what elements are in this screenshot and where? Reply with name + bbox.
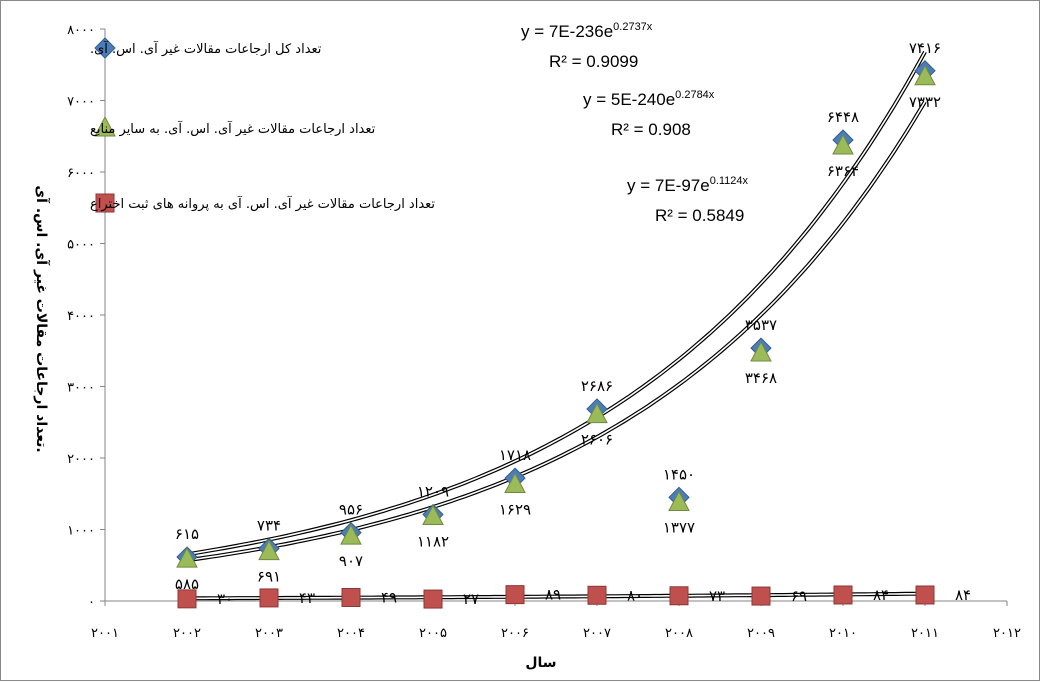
series-2-point	[176, 547, 198, 568]
y-tick-label: ۱۰۰۰	[67, 524, 95, 539]
trendlines	[186, 50, 927, 601]
series-3-data-label: ۴۳	[299, 589, 315, 607]
x-tick-label: ۲۰۰۷	[583, 626, 611, 641]
trendline-3-r2: R² = 0.5849	[655, 206, 744, 225]
data-labels: ۶۱۵ ۷۳۴ ۹۵۶ ۱۲۰۹ ۱۷۱۸ ۲۶۸۶ ۱۴۵۰ ۳۵۳۷ ۶۴۴۸ ۷۴۱۶ ۵۸۵…	[175, 39, 971, 608]
trendline-2-inner	[186, 101, 926, 561]
series-2-point	[914, 64, 936, 86]
series-3-data-label: ۸۴	[955, 586, 971, 604]
series-1-data-label: ۶۴۴۸	[827, 108, 859, 126]
series-2-data-label: ۹۰۷	[339, 552, 363, 570]
series-1-data-label: ۱۲۰۹	[417, 483, 449, 501]
series-2-data-label: ۶۳۶۴	[827, 162, 859, 180]
series-1-data-label: ۳۵۳۷	[745, 316, 777, 334]
series-1-data-label: ۱۷۱۸	[499, 446, 531, 464]
series-3-data-label: ۸۹	[545, 586, 561, 604]
series-3-point	[423, 589, 443, 609]
x-tick-label: ۲۰۰۶	[501, 626, 529, 641]
series-3-point	[833, 585, 853, 605]
series-1-data-label: ۶۱۵	[175, 525, 199, 543]
series-3-data-label: ۷۳	[709, 587, 725, 605]
y-tick-label: ۰	[88, 595, 95, 610]
series-2-data-label: ۶۹۱	[257, 568, 281, 586]
x-tick-label: ۲۰۰۴	[337, 626, 365, 641]
series-3-point	[259, 588, 279, 608]
series-2-data-label: ۵۸۵	[175, 575, 199, 593]
legend: تعداد کل ارجاعات مقالات غیر آی. اس. آی. ت…	[90, 37, 435, 213]
legend-label-2: تعداد ارجاعات مقالات غیر آی. اس. آی. به …	[90, 120, 376, 137]
series-3-point	[177, 589, 197, 609]
x-tick-label: ۲۰۰۳	[255, 626, 283, 641]
series-3-data-label: ۸۴	[873, 586, 889, 604]
x-axis-title: سال	[525, 655, 556, 671]
x-tick-label: ۲۰۰۹	[747, 626, 775, 641]
y-tick-label: ۲۰۰۰	[67, 452, 95, 467]
legend-marker-1	[94, 37, 116, 59]
series-3-point	[341, 587, 361, 607]
series-2-point	[504, 472, 526, 494]
series-2-data-label: ۷۳۳۲	[909, 93, 941, 111]
series-2-data-label: ۱۳۷۷	[663, 519, 695, 537]
legend-label-3: تعداد ارجاعات مقالات غیر آی. اس. آی به پ…	[90, 195, 435, 212]
series-2-data-label: ۱۶۲۹	[499, 501, 531, 519]
y-tick-label: ۸۰۰۰	[67, 23, 95, 38]
series-3-point	[669, 586, 689, 606]
x-tick-label: ۲۰۱۰	[829, 626, 857, 641]
series-2-data-label: ۳۴۶۸	[745, 369, 777, 387]
series-1-data-label: ۷۴۱۶	[909, 39, 941, 57]
x-tick-label: ۲۰۰۱	[91, 626, 119, 641]
y-tick-label: ۵۰۰۰	[67, 238, 95, 253]
trend-equations: y = 7E-236e0.2737x R² = 0.9099 y = 5E-240e…	[521, 21, 749, 225]
series-1-data-label: ۲۶۸۶	[581, 377, 613, 395]
series-2-point	[586, 402, 608, 424]
series-1-data-label: ۱۴۵۰	[663, 465, 695, 483]
axes: ۰ ۱۰۰۰ ۲۰۰۰ ۳۰۰۰ ۴۰۰۰ ۵۰۰۰ ۶۰۰۰ ۷۰۰۰ ۸۰۰۰ ۲۰۰۱ ۲۰۰…	[67, 23, 1021, 641]
x-tick-label: ۲۰۰۲	[173, 626, 201, 641]
series-3-data-label: ۶۹	[791, 587, 807, 605]
trendline-1-equation: y = 7E-236e0.2737x	[521, 21, 653, 41]
y-tick-label: ۳۰۰۰	[67, 381, 95, 396]
series-3-point	[751, 586, 771, 606]
series-3-data-label: ۲۷	[463, 590, 479, 608]
series-3-data-label: ۳۰	[217, 590, 233, 608]
legend-marker-3	[95, 193, 115, 213]
series-1-data-label: ۷۳۴	[257, 517, 281, 535]
series-2-point	[340, 524, 362, 545]
series-3-data-label: ۴۹	[381, 588, 397, 606]
y-tick-label: ۴۰۰۰	[67, 309, 95, 324]
series-3-point	[505, 585, 525, 605]
series-3-data-label: ۸۰	[627, 586, 643, 604]
y-axis-title: تعداد ارجاعات مقالات غیر آی. اس. آی.	[33, 185, 51, 452]
x-tick-label: ۲۰۰۸	[665, 626, 693, 641]
series-2-data-label: ۱۱۸۲	[417, 532, 449, 550]
series-2-point	[668, 490, 690, 512]
x-tick-label: ۲۰۱۱	[911, 626, 939, 641]
trendline-2-outer	[186, 100, 927, 563]
y-tick-label: ۷۰۰۰	[67, 95, 95, 110]
series-2-data-label: ۲۶۰۶	[581, 431, 613, 449]
trendline-2-r2: R² = 0.908	[611, 120, 691, 139]
trendline-1-inner	[186, 51, 926, 555]
trendline-3-equation: y = 7E-97e0.1124x	[627, 175, 749, 195]
series-2-point	[258, 539, 280, 561]
series-2-point	[750, 340, 772, 362]
y-tick-label: ۶۰۰۰	[67, 166, 95, 181]
series-2-point	[422, 504, 444, 525]
legend-label-1: تعداد کل ارجاعات مقالات غیر آی. اس. آی.	[90, 40, 322, 57]
series-1-data-label: ۹۵۶	[339, 501, 363, 519]
x-tick-label: ۲۰۰۵	[419, 626, 447, 641]
legend-marker-2	[94, 115, 116, 137]
trendline-2-equation: y = 5E-240e0.2784x	[583, 89, 715, 109]
series-3-point	[587, 585, 607, 605]
trendline-3-inner	[187, 592, 925, 600]
series-3-point	[915, 585, 935, 605]
x-tick-label: ۲۰۱۲	[993, 626, 1021, 641]
trendline-1-r2: R² = 0.9099	[549, 52, 638, 71]
series-2-point	[832, 133, 854, 155]
data-markers	[176, 60, 936, 609]
